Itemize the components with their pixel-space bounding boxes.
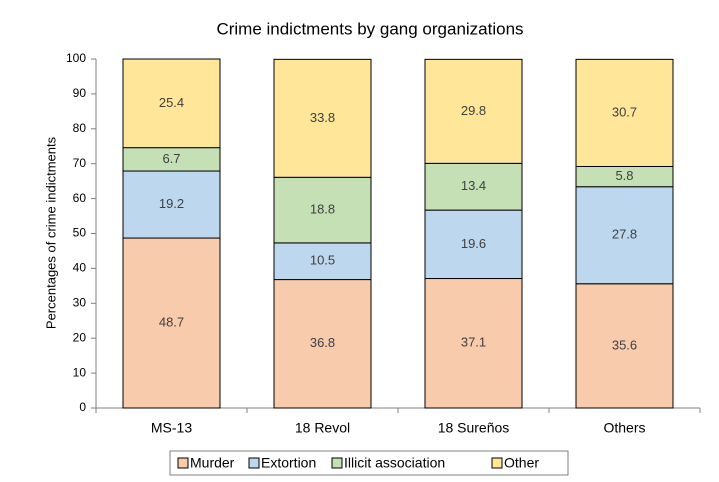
legend-swatch <box>491 457 503 469</box>
value-label: 13.4 <box>461 178 486 193</box>
value-label: 5.8 <box>615 168 633 183</box>
y-tick-label: 10 <box>73 365 87 379</box>
y-tick-label: 0 <box>79 400 86 414</box>
value-label: 37.1 <box>461 335 486 350</box>
y-tick-label: 30 <box>73 295 87 309</box>
value-label: 36.8 <box>310 335 335 350</box>
value-label: 6.7 <box>162 151 180 166</box>
legend-swatch <box>177 457 189 469</box>
x-tick-label: MS-13 <box>151 420 192 436</box>
y-tick-label: 40 <box>73 261 87 275</box>
y-tick-label: 90 <box>73 86 87 100</box>
legend-swatch <box>248 457 260 469</box>
value-label: 18.8 <box>310 202 335 217</box>
bar-segment <box>424 58 523 164</box>
value-label: 48.7 <box>159 314 184 329</box>
value-label: 10.5 <box>310 253 335 268</box>
bar-segment <box>424 162 523 211</box>
value-label: 33.8 <box>310 110 335 125</box>
value-label: 19.6 <box>461 236 486 251</box>
bar-segment <box>575 283 674 409</box>
bar-segment <box>424 278 523 409</box>
x-tick-label: 18 Sureños <box>438 420 510 436</box>
bar-segment <box>273 242 372 281</box>
bar-segment <box>575 58 674 167</box>
y-tick-label: 80 <box>73 121 87 135</box>
value-label: 25.4 <box>159 95 184 110</box>
bar-segment <box>122 58 221 149</box>
value-label: 30.7 <box>612 104 637 119</box>
y-tick-label: 70 <box>73 156 87 170</box>
chart-title: Crime indictments by gang organizations <box>216 19 523 38</box>
bar-segment <box>273 58 372 178</box>
value-label: 19.2 <box>159 196 184 211</box>
legend-label: Extortion <box>261 455 316 471</box>
y-tick-label: 50 <box>73 226 87 240</box>
legend-label: Illicit association <box>344 455 445 471</box>
bar-segment <box>273 176 372 244</box>
bar-segment <box>424 209 523 280</box>
y-axis-label: Percentages of crime indictments <box>43 136 58 329</box>
y-tick-label: 60 <box>73 191 87 205</box>
y-tick-label: 100 <box>66 51 86 65</box>
value-label: 29.8 <box>461 103 486 118</box>
legend-swatch <box>331 457 343 469</box>
value-label: 27.8 <box>612 227 637 242</box>
legend-box <box>169 450 569 476</box>
legend-label: Other <box>504 455 539 471</box>
value-label: 35.6 <box>612 337 637 352</box>
legend-label: Murder <box>190 455 235 471</box>
x-tick-label: 18 Revol <box>295 420 350 436</box>
y-tick-label: 20 <box>73 330 87 344</box>
x-tick-label: Others <box>603 420 645 436</box>
